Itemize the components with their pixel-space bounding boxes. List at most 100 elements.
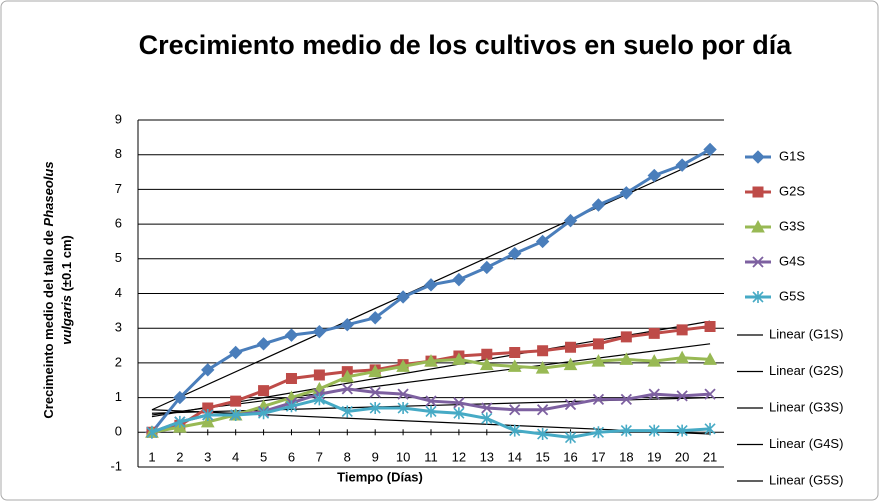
point — [230, 395, 242, 407]
point — [453, 407, 465, 420]
point — [507, 359, 522, 372]
point — [479, 357, 494, 371]
x-tick-label: 19 — [647, 449, 661, 464]
x-tick-label: 11 — [424, 449, 438, 464]
legend-marker — [752, 186, 764, 198]
point — [369, 386, 381, 399]
legend-marker — [751, 150, 765, 164]
point — [396, 290, 410, 304]
point — [202, 408, 214, 421]
point — [481, 412, 493, 425]
point — [341, 405, 353, 418]
x-tick-label: 18 — [619, 449, 633, 464]
point — [174, 415, 186, 428]
y-tick-label: 6 — [115, 216, 122, 231]
point — [340, 369, 355, 383]
point — [228, 345, 243, 360]
point — [620, 424, 632, 437]
x-tick-label: 12 — [452, 449, 466, 464]
point — [619, 352, 634, 365]
x-tick-label: 9 — [372, 449, 379, 464]
y-tick-label: 5 — [115, 250, 122, 265]
y-tick-label: 1 — [115, 389, 122, 404]
legend-marker — [752, 256, 764, 268]
point — [563, 213, 578, 228]
y-label-part: vulgaris — [59, 295, 74, 345]
point — [703, 142, 717, 157]
x-tick-label: 6 — [288, 449, 295, 464]
point — [647, 354, 662, 367]
y-label-part: (±0.1 cm) — [59, 235, 74, 295]
point — [676, 324, 688, 336]
point — [509, 346, 521, 358]
point — [258, 385, 270, 397]
legend-label: G3S — [779, 218, 805, 233]
point — [341, 383, 353, 395]
point — [675, 158, 689, 172]
point — [620, 331, 632, 343]
point — [565, 341, 577, 353]
x-tick-label: 16 — [563, 449, 577, 464]
point — [396, 359, 410, 372]
x-tick-label: 21 — [703, 449, 717, 464]
point — [675, 350, 689, 364]
point — [424, 354, 438, 367]
x-tick-label: 15 — [535, 449, 549, 464]
point — [676, 390, 688, 402]
point — [704, 320, 716, 332]
legend-label: G1S — [779, 148, 805, 163]
point — [256, 337, 271, 351]
legend-marker — [752, 291, 764, 303]
point — [703, 352, 717, 365]
point — [369, 402, 381, 415]
y-label-part: Phaseolus — [41, 161, 56, 226]
point — [564, 398, 577, 411]
point — [620, 393, 632, 405]
y-tick-label: 7 — [115, 181, 122, 196]
point — [535, 361, 550, 374]
point — [425, 395, 437, 407]
point — [535, 234, 550, 249]
point — [173, 390, 187, 405]
trendline — [151, 343, 711, 416]
legend-label: Linear (G1S) — [769, 326, 843, 341]
point — [425, 405, 437, 418]
x-tick-label: 20 — [675, 449, 689, 464]
point — [648, 388, 660, 400]
x-axis-label: Tiempo (Días) — [337, 469, 423, 484]
x-tick-label: 5 — [260, 449, 267, 464]
point — [146, 426, 158, 439]
point — [648, 424, 660, 437]
point — [647, 168, 661, 183]
y-tick-label: 4 — [115, 285, 122, 300]
point — [230, 408, 242, 421]
point — [452, 352, 466, 365]
point — [537, 428, 549, 441]
point — [424, 278, 438, 292]
point — [704, 388, 716, 400]
y-tick-label: -1 — [110, 458, 122, 473]
x-tick-label: 7 — [316, 449, 323, 464]
point — [285, 373, 297, 385]
legend-label: Linear (G4S) — [769, 436, 843, 451]
point — [201, 363, 215, 377]
point — [313, 393, 325, 406]
point — [619, 186, 634, 200]
point — [591, 198, 606, 212]
legend-label: G5S — [779, 288, 805, 303]
point — [453, 397, 465, 409]
point — [591, 354, 606, 367]
point — [340, 318, 354, 332]
point — [200, 414, 215, 428]
y-tick-label: 0 — [115, 424, 122, 439]
point — [704, 422, 716, 435]
chart-title: Crecimiento medio de los cultivos en sue… — [139, 30, 793, 60]
point — [537, 345, 549, 357]
point — [508, 246, 522, 261]
point — [312, 324, 327, 339]
point — [564, 431, 577, 444]
point — [397, 402, 409, 415]
